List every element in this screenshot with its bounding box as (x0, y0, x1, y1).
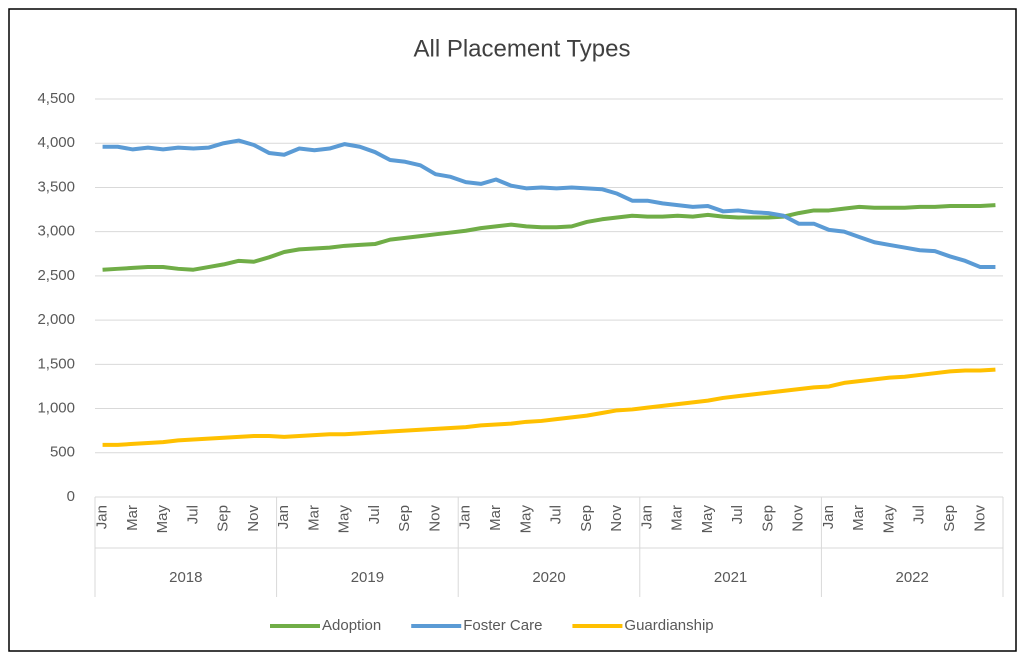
x-tick-label: Jul (184, 505, 201, 524)
x-tick-label: Sep (396, 505, 413, 532)
x-tick-label: Jan (638, 505, 655, 529)
y-tick-label: 2,500 (37, 267, 75, 284)
x-tick-label: Jan (820, 505, 837, 529)
group-label: 2018 (169, 569, 202, 586)
x-tick-label: Sep (759, 505, 776, 532)
x-tick-label: May (154, 505, 171, 534)
series-line (102, 367, 996, 447)
legend-label: Adoption (322, 617, 381, 634)
y-tick-label: 4,500 (37, 90, 75, 107)
x-tick-label: Mar (487, 505, 504, 531)
x-tick-label: Mar (850, 505, 867, 531)
x-tick-label: Jan (457, 505, 474, 529)
chart-frame (8, 8, 1017, 652)
x-tick-label: May (880, 505, 897, 534)
x-tick-label: Mar (124, 505, 141, 531)
y-tick-label: 3,500 (37, 178, 75, 195)
x-tick-label: Sep (215, 505, 232, 532)
x-tick-label: Jul (729, 505, 746, 524)
x-tick-label: Nov (608, 505, 625, 532)
group-label: 2019 (351, 569, 384, 586)
chart-title: All Placement Types (414, 35, 631, 62)
legend-label: Foster Care (463, 617, 542, 634)
legend-label: Guardianship (624, 617, 713, 634)
x-tick-label: May (336, 505, 353, 534)
y-tick-label: 500 (50, 444, 75, 461)
group-label: 2020 (532, 569, 565, 586)
x-tick-label: Mar (305, 505, 322, 531)
x-tick-label: Jul (366, 505, 383, 524)
x-tick-label: May (699, 505, 716, 534)
x-tick-label: Sep (941, 505, 958, 532)
group-label: 2021 (714, 569, 747, 586)
y-tick-label: 1,000 (37, 400, 75, 417)
x-tick-label: Jan (94, 505, 111, 529)
y-tick-label: 2,000 (37, 311, 75, 328)
y-tick-label: 3,000 (37, 223, 75, 240)
series-line (102, 203, 996, 272)
group-label: 2022 (896, 569, 929, 586)
y-tick-label: 1,500 (37, 355, 75, 372)
x-tick-label: Nov (971, 505, 988, 532)
x-tick-label: Nov (790, 505, 807, 532)
x-tick-label: May (517, 505, 534, 534)
x-tick-label: Jul (911, 505, 928, 524)
x-tick-label: Nov (245, 505, 262, 532)
x-tick-label: Mar (669, 505, 686, 531)
y-tick-label: 0 (67, 488, 75, 505)
series-line (102, 138, 996, 270)
x-tick-label: Nov (426, 505, 443, 532)
x-tick-label: Jan (275, 505, 292, 529)
x-tick-label: Sep (578, 505, 595, 532)
x-tick-label: Jul (548, 505, 565, 524)
y-tick-label: 4,000 (37, 134, 75, 151)
